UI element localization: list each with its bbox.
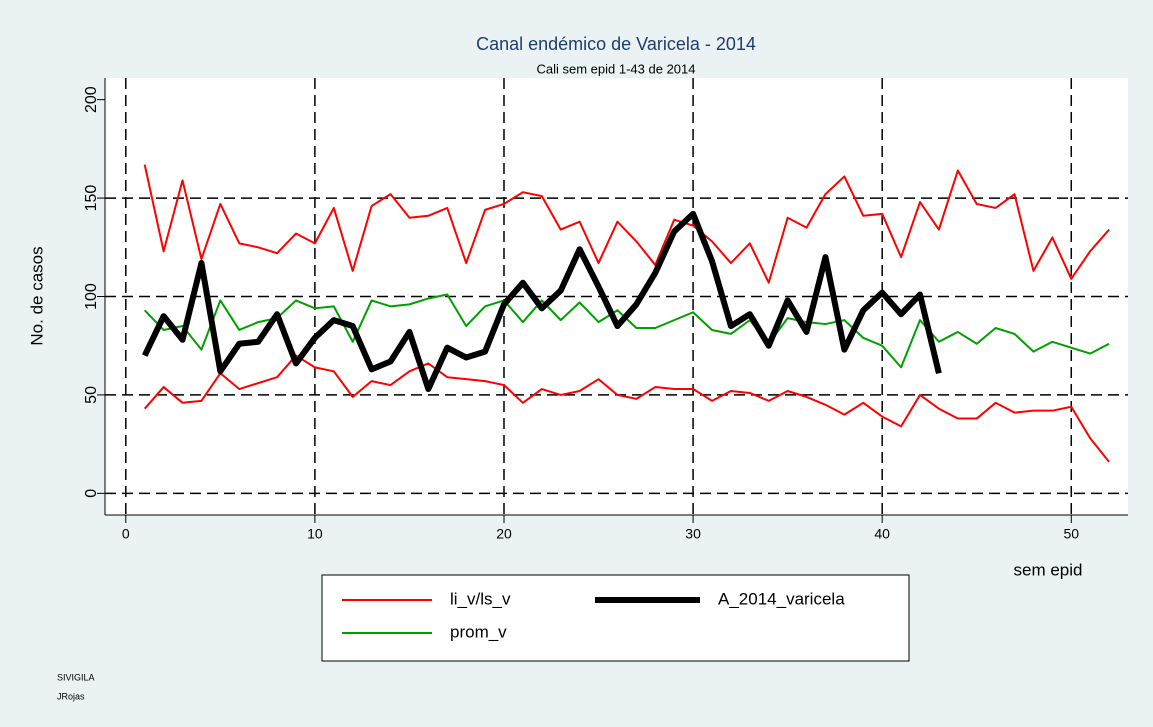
legend <box>321 574 910 662</box>
x-axis-label: sem epid <box>1014 560 1083 579</box>
x-tick-label: 10 <box>307 526 323 542</box>
y-tick-label: 100 <box>83 283 100 310</box>
upper-limit-line <box>143 164 1110 284</box>
lower-limit-line <box>143 354 1110 463</box>
x-tick-label: 40 <box>874 526 890 542</box>
current-year-line <box>142 210 942 393</box>
legend-label: A_2014_varicela <box>718 589 845 608</box>
y-tick-label: 150 <box>83 185 100 212</box>
y-axis-label: No. de casos <box>27 246 46 345</box>
y-tick-label: 200 <box>83 86 100 113</box>
y-tick-label: 50 <box>83 386 100 404</box>
x-tick-label: 50 <box>1063 526 1079 542</box>
note: SIVIGILA <box>57 672 95 682</box>
chart-title: Canal endémico de Varicela - 2014 <box>476 34 756 54</box>
legend-label: li_v/ls_v <box>450 589 511 608</box>
chart-subtitle: Cali sem epid 1-43 de 2014 <box>537 61 696 76</box>
x-tick-label: 20 <box>496 526 512 542</box>
y-tick-label: 0 <box>83 489 100 498</box>
note: JRojas <box>57 691 85 701</box>
legend-label: prom_v <box>450 622 507 641</box>
x-tick-label: 30 <box>685 526 701 542</box>
x-tick-label: 0 <box>122 526 130 542</box>
